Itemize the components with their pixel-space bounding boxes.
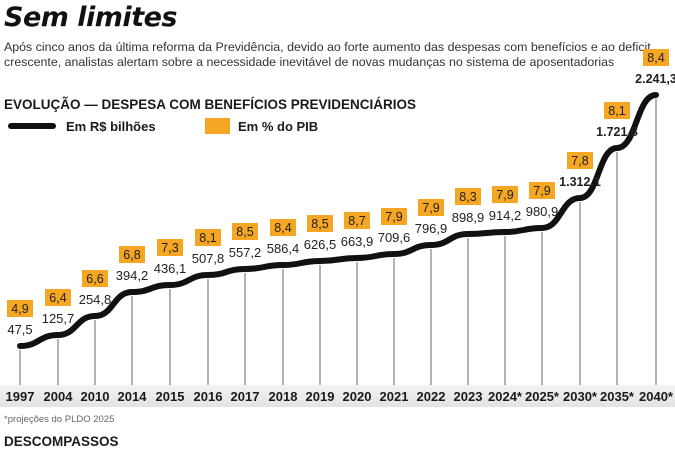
chart-subtitle: Após cinco anos da última reforma da Pre… [4,40,651,69]
chart-title: Sem limites [4,2,177,33]
pib-box [418,199,444,216]
next-section-title: DESCOMPASSOS [4,434,119,449]
data-label-rs-bilhoes: 125,7 [42,311,75,326]
data-label-pib: 8,3 [459,190,476,204]
pib-box [119,246,145,263]
data-label-pib: 7,8 [571,154,588,168]
data-label-rs-bilhoes: 586,4 [267,241,300,256]
x-tick-label: 2024* [488,389,523,404]
data-label-rs-bilhoes: 436,1 [154,261,187,276]
pib-box [643,49,669,66]
data-label-pib: 7,9 [422,201,439,215]
x-tick-label: 1997 [6,389,35,404]
pib-box [307,215,333,232]
data-label-rs-bilhoes: 709,6 [378,230,411,245]
data-label-pib: 8,4 [647,51,664,65]
x-tick-label: 2030* [563,389,598,404]
pib-box [492,186,518,203]
x-tick-label: 2023 [454,389,483,404]
data-label-rs-bilhoes: 47,5 [7,322,32,337]
data-label-pib: 7,9 [496,188,513,202]
x-tick-label: 2019 [306,389,335,404]
data-label-pib: 7,9 [385,210,402,224]
data-label-rs-bilhoes: 557,2 [229,245,262,260]
pib-box [82,270,108,287]
x-tick-label: 2022 [417,389,446,404]
x-axis-band [0,385,675,407]
x-tick-label: 2017 [231,389,260,404]
data-label-pib: 7,3 [161,241,178,255]
data-label-rs-bilhoes: 626,5 [304,237,337,252]
data-label-pib: 6,8 [123,248,140,262]
data-label-rs-bilhoes: 394,2 [116,268,149,283]
data-label-pib: 7,9 [533,184,550,198]
pib-box [455,188,481,205]
pib-box [157,239,183,256]
data-label-pib: 6,6 [86,272,103,286]
data-label-rs-bilhoes: 507,8 [192,251,225,266]
x-tick-label: 2018 [269,389,298,404]
pib-box [195,229,221,246]
data-label-pib: 8,5 [311,217,328,231]
data-label-pib: 8,1 [608,104,625,118]
pib-box [45,289,71,306]
data-label-rs-bilhoes: 663,9 [341,234,374,249]
data-label-rs-bilhoes: 914,2 [489,208,522,223]
x-tick-label: 2010 [81,389,110,404]
x-tick-label: 2021 [380,389,409,404]
data-label-pib: 4,9 [11,302,28,316]
data-label-pib: 8,5 [236,225,253,239]
section-title: EVOLUÇÃO — DESPESA COM BENEFÍCIOS PREVID… [4,97,417,112]
data-label-rs-bilhoes: 980,9 [526,204,559,219]
data-label-rs-bilhoes: 1.312,1 [559,175,601,189]
legend-line-swatch [8,123,56,129]
x-tick-label: 2040* [639,389,674,404]
data-label-rs-bilhoes: 254,8 [79,292,112,307]
legend-item-rs-bilhoes: Em R$ bilhões [8,118,156,134]
pib-box [567,152,593,169]
pib-box [381,208,407,225]
pib-box [7,300,33,317]
x-tick-label: 2004 [44,389,74,404]
pib-box [270,219,296,236]
legend-box-swatch [205,118,230,134]
x-tick-label: 2015 [156,389,185,404]
legend-item-pib: Em % do PIB [205,118,318,134]
x-tick-label: 2016 [194,389,223,404]
data-label-rs-bilhoes: 898,9 [452,210,485,225]
x-tick-label: 2014 [118,389,148,404]
data-label-pib: 8,4 [274,221,291,235]
data-label-rs-bilhoes: 796,9 [415,221,448,236]
data-label-rs-bilhoes: 1.721,8 [596,125,638,139]
data-label-rs-bilhoes: 2.241,3 [635,72,675,86]
pib-box [604,102,630,119]
data-label-pib: 6,4 [49,291,66,305]
legend-label-pib: Em % do PIB [238,118,319,134]
pib-box [529,182,555,199]
footnote: *projeções do PLDO 2025 [4,414,115,425]
legend-label-rs-bilhoes: Em R$ bilhões [66,118,156,134]
x-tick-label: 2025* [525,389,560,404]
series-line-rs-bilhoes [17,92,659,349]
data-label-pib: 8,7 [348,214,365,228]
pib-box [344,212,370,229]
data-label-pib: 8,1 [199,231,216,245]
pib-box [232,223,258,240]
x-tick-label: 2035* [600,389,635,404]
x-tick-label: 2020 [343,389,372,404]
